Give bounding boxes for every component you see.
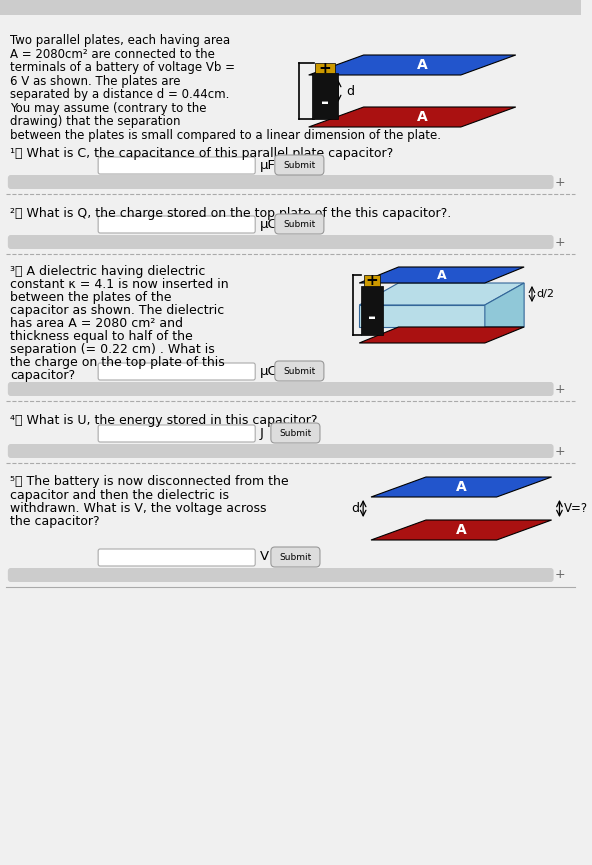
Text: V: V — [260, 550, 269, 563]
Text: capacitor and then the dielectric is: capacitor and then the dielectric is — [10, 489, 229, 502]
FancyBboxPatch shape — [98, 363, 255, 380]
Text: ¹⧯ What is C, the capacitance of this parallel plate capacitor?: ¹⧯ What is C, the capacitance of this pa… — [10, 147, 393, 160]
Text: the capacitor?: the capacitor? — [10, 516, 99, 529]
FancyBboxPatch shape — [98, 549, 255, 566]
Text: the charge on the top plate of this: the charge on the top plate of this — [10, 356, 224, 369]
Text: +: + — [554, 235, 565, 248]
Text: has area A = 2080 cm² and: has area A = 2080 cm² and — [10, 317, 183, 330]
FancyBboxPatch shape — [98, 157, 255, 174]
Polygon shape — [485, 283, 524, 327]
Text: 6 V as shown. The plates are: 6 V as shown. The plates are — [10, 74, 181, 87]
Text: +: + — [366, 272, 378, 288]
FancyBboxPatch shape — [271, 547, 320, 567]
FancyBboxPatch shape — [275, 155, 324, 175]
Text: μF: μF — [260, 158, 276, 171]
Text: ⁵⧯ The battery is now disconnected from the: ⁵⧯ The battery is now disconnected from … — [10, 475, 288, 488]
FancyBboxPatch shape — [8, 568, 554, 582]
Text: A = 2080cm² are connected to the: A = 2080cm² are connected to the — [10, 48, 215, 61]
Text: A: A — [456, 480, 466, 494]
Text: A: A — [417, 110, 427, 124]
Text: Submit: Submit — [283, 367, 316, 375]
Text: ⁴⧯ What is U, the energy stored in this capacitor?: ⁴⧯ What is U, the energy stored in this … — [10, 414, 317, 427]
Bar — [312, 73, 337, 119]
Polygon shape — [359, 305, 485, 327]
Text: You may assume (contrary to the: You may assume (contrary to the — [10, 101, 207, 114]
Text: thickness equal to half of the: thickness equal to half of the — [10, 330, 192, 343]
Text: μC: μC — [260, 217, 278, 230]
Text: d: d — [351, 502, 359, 515]
Text: -: - — [321, 93, 329, 112]
Text: Submit: Submit — [283, 220, 316, 228]
Text: +: + — [554, 445, 565, 458]
Text: between the plates of the: between the plates of the — [10, 291, 171, 304]
Bar — [361, 285, 383, 335]
Text: A: A — [456, 523, 466, 537]
Text: +: + — [554, 568, 565, 581]
Bar — [364, 275, 380, 285]
FancyBboxPatch shape — [8, 444, 554, 458]
Bar — [315, 63, 334, 73]
Polygon shape — [308, 55, 516, 75]
Polygon shape — [359, 327, 524, 343]
FancyBboxPatch shape — [8, 382, 554, 396]
Text: d/2: d/2 — [536, 289, 554, 299]
Text: A: A — [417, 58, 427, 72]
Polygon shape — [371, 477, 552, 497]
Text: -: - — [368, 307, 376, 326]
Text: ³⧯ A dielectric having dielectric: ³⧯ A dielectric having dielectric — [10, 265, 205, 278]
Text: Submit: Submit — [279, 428, 311, 438]
FancyBboxPatch shape — [98, 425, 255, 442]
Text: A: A — [437, 268, 446, 281]
Text: μC: μC — [260, 364, 278, 377]
Text: +: + — [554, 176, 565, 189]
FancyBboxPatch shape — [271, 423, 320, 443]
Polygon shape — [371, 520, 552, 540]
Polygon shape — [359, 267, 524, 283]
FancyBboxPatch shape — [275, 361, 324, 381]
Text: drawing) that the separation: drawing) that the separation — [10, 115, 181, 128]
Text: separation (= 0.22 cm) . What is: separation (= 0.22 cm) . What is — [10, 343, 214, 356]
Polygon shape — [359, 283, 524, 305]
Text: +: + — [318, 61, 332, 75]
Text: +: + — [554, 382, 565, 395]
FancyBboxPatch shape — [8, 235, 554, 249]
Polygon shape — [308, 107, 516, 127]
FancyBboxPatch shape — [8, 175, 554, 189]
Text: d: d — [346, 85, 354, 98]
Text: Submit: Submit — [283, 161, 316, 170]
Text: constant κ = 4.1 is now inserted in: constant κ = 4.1 is now inserted in — [10, 278, 229, 291]
Text: terminals of a battery of voltage Vb =: terminals of a battery of voltage Vb = — [10, 61, 235, 74]
Text: V=?: V=? — [564, 502, 588, 515]
Text: capacitor?: capacitor? — [10, 369, 75, 382]
Text: capacitor as shown. The dielectric: capacitor as shown. The dielectric — [10, 304, 224, 317]
Text: ²⧯ What is Q, the charge stored on the top plate of the this capacitor?.: ²⧯ What is Q, the charge stored on the t… — [10, 207, 451, 220]
Bar — [0, 0, 581, 15]
FancyBboxPatch shape — [98, 216, 255, 233]
Text: J: J — [260, 426, 264, 439]
FancyBboxPatch shape — [275, 214, 324, 234]
Text: withdrawn. What is V, the voltage across: withdrawn. What is V, the voltage across — [10, 502, 266, 515]
Text: Two parallel plates, each having area: Two parallel plates, each having area — [10, 34, 230, 47]
Text: Submit: Submit — [279, 553, 311, 561]
Text: separated by a distance d = 0.44cm.: separated by a distance d = 0.44cm. — [10, 88, 229, 101]
Text: between the plates is small compared to a linear dimension of the plate.: between the plates is small compared to … — [10, 129, 441, 142]
